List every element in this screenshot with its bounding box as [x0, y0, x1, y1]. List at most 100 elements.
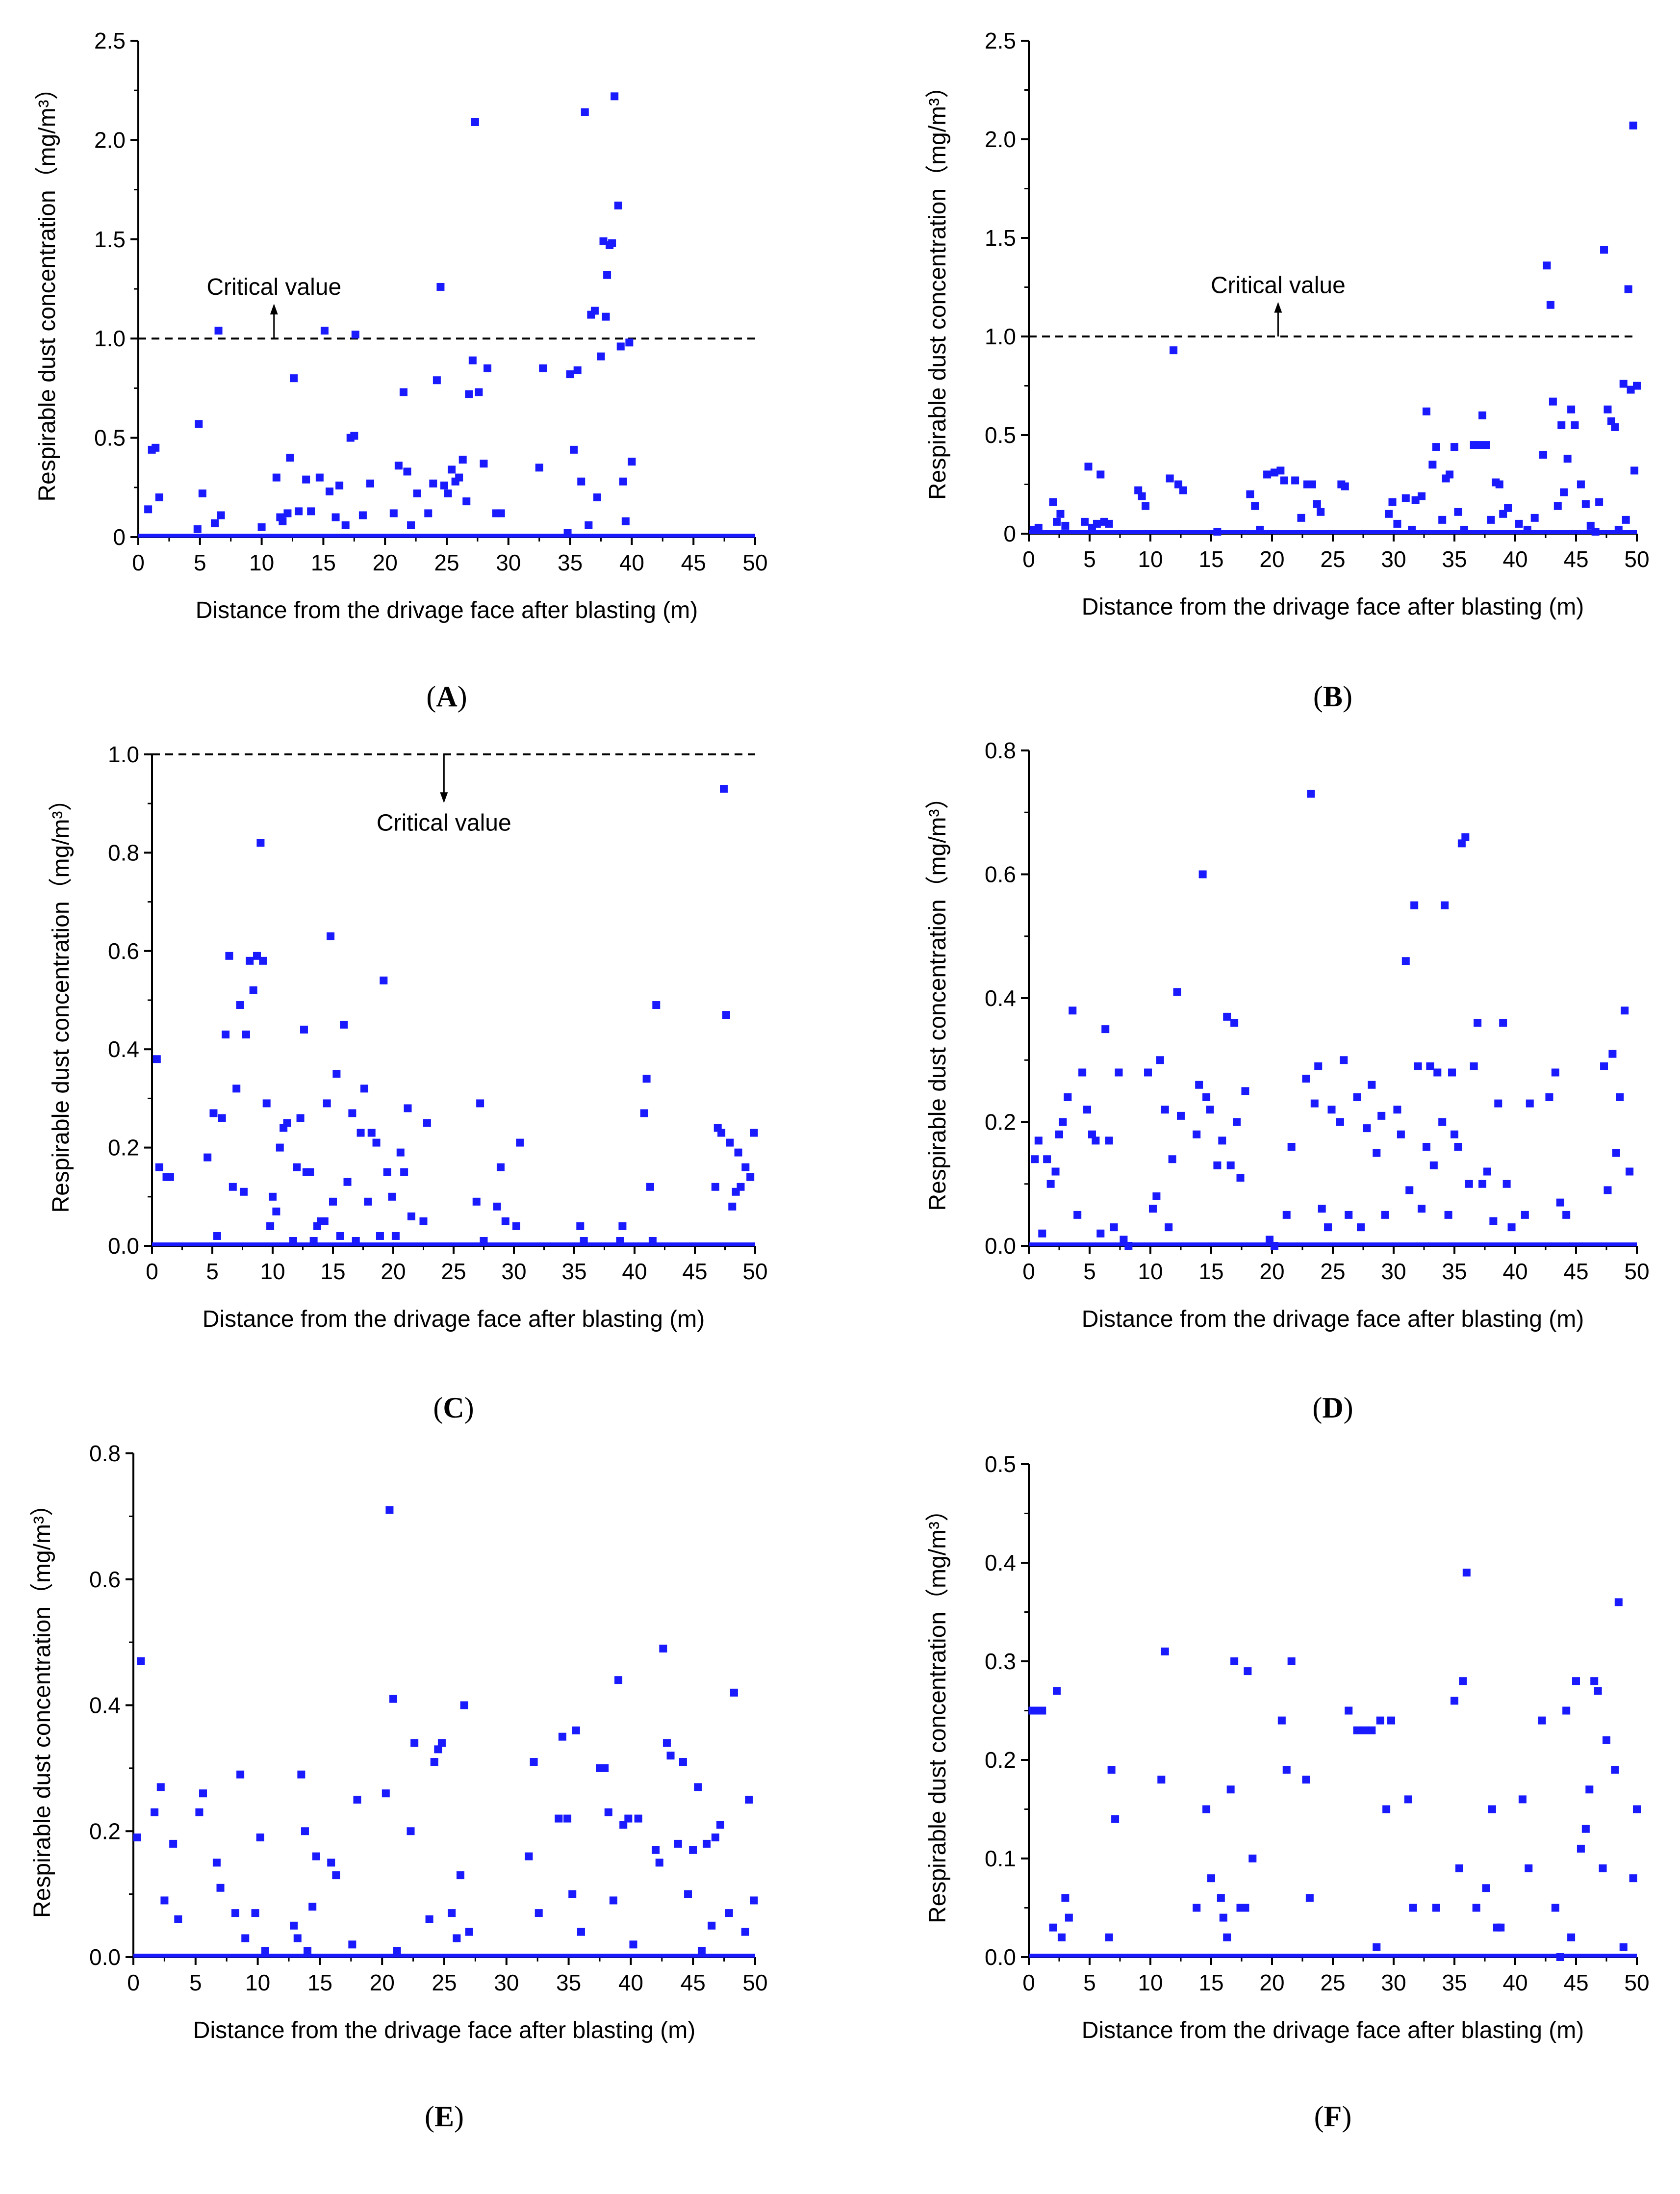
data-point	[1633, 382, 1641, 390]
data-point	[655, 1858, 663, 1867]
data-point	[1034, 523, 1043, 532]
data-point	[1422, 407, 1430, 415]
data-point	[1297, 514, 1305, 522]
data-point	[433, 376, 441, 385]
data-point	[1124, 1242, 1133, 1250]
x-tick-label: 20	[370, 1970, 395, 1995]
data-point	[1373, 1149, 1381, 1157]
x-tick-label: 30	[1381, 546, 1406, 572]
data-point	[1059, 1118, 1067, 1126]
data-point	[468, 356, 477, 364]
critical-value-label: Critical value	[206, 274, 341, 300]
x-tick-label: 5	[1083, 1259, 1096, 1284]
data-point	[1448, 1068, 1456, 1077]
data-point	[475, 388, 483, 396]
data-point	[1595, 498, 1604, 506]
data-point	[1092, 1136, 1100, 1145]
data-point	[593, 493, 601, 502]
data-point	[1282, 1766, 1291, 1774]
data-point	[1056, 510, 1065, 518]
data-point	[410, 1739, 419, 1747]
y-tick-label: 0.2	[985, 1747, 1016, 1773]
data-point	[462, 497, 471, 506]
data-point	[1557, 421, 1566, 429]
data-point	[662, 1739, 671, 1747]
data-point	[465, 390, 473, 398]
data-point	[1446, 470, 1454, 479]
data-point	[241, 1934, 250, 1942]
x-tick-label: 0	[127, 1970, 140, 1995]
data-point	[1612, 1149, 1620, 1157]
data-point	[634, 1814, 642, 1823]
data-point	[151, 1808, 159, 1816]
data-point	[1405, 1186, 1414, 1194]
data-point	[246, 956, 254, 965]
data-point	[1266, 1236, 1274, 1244]
data-point	[1177, 1111, 1185, 1120]
data-point	[497, 509, 505, 517]
data-point	[304, 1947, 312, 1955]
data-point	[558, 1732, 566, 1741]
data-point	[364, 1197, 372, 1206]
data-point	[169, 1839, 178, 1848]
y-tick-label: 0.3	[985, 1649, 1016, 1674]
x-tick-label: 15	[1198, 1259, 1223, 1284]
x-tick-label: 0	[1022, 546, 1035, 572]
data-point	[242, 1031, 250, 1039]
data-point	[429, 479, 437, 488]
data-point	[555, 1814, 563, 1823]
y-tick-label: 0.4	[89, 1693, 121, 1718]
panel-label-d: (D)	[1312, 1392, 1353, 1424]
data-point	[193, 525, 202, 533]
x-tick-label: 10	[260, 1259, 285, 1284]
data-point	[1202, 1805, 1211, 1813]
data-point	[625, 338, 634, 347]
data-point	[646, 1183, 654, 1191]
data-point	[323, 1099, 331, 1108]
data-point	[1324, 1223, 1332, 1232]
x-axis-label: Distance from the drivage face after bla…	[193, 2017, 695, 2043]
data-point	[1404, 1795, 1412, 1804]
data-point	[1236, 1174, 1245, 1182]
data-point	[413, 489, 421, 497]
data-point	[1049, 498, 1057, 506]
data-point	[306, 1168, 314, 1176]
data-point	[213, 1232, 221, 1240]
data-point	[1276, 466, 1285, 475]
critical-arrow-head	[270, 304, 278, 315]
x-tick-label: 15	[307, 1970, 332, 1995]
data-point	[351, 331, 359, 339]
data-point	[1223, 1012, 1231, 1021]
data-point	[1226, 1785, 1235, 1794]
data-point	[1572, 1677, 1580, 1685]
x-tick-label: 35	[1442, 1970, 1467, 1995]
data-point	[1604, 405, 1612, 413]
data-point	[251, 1909, 259, 1917]
x-tick-label: 0	[1022, 1970, 1035, 1995]
data-point	[652, 1846, 660, 1854]
data-point	[1600, 246, 1608, 254]
data-point	[1055, 1130, 1063, 1138]
data-point	[1277, 1716, 1286, 1725]
data-point	[1611, 423, 1619, 431]
data-point	[1551, 1904, 1559, 1912]
data-point	[577, 477, 585, 486]
data-point	[616, 1237, 624, 1245]
data-point	[1170, 346, 1178, 355]
y-tick-label: 0.4	[985, 985, 1016, 1011]
data-point	[1459, 1677, 1467, 1685]
data-point	[1581, 1825, 1590, 1833]
data-point	[1081, 517, 1089, 526]
zero-value-points	[138, 534, 755, 538]
x-tick-label: 20	[1259, 1970, 1284, 1995]
data-point	[1614, 1598, 1623, 1606]
data-point	[1553, 502, 1562, 510]
data-point	[1627, 386, 1635, 394]
y-axis-label: Respirable dust concentration（mg/m³）	[48, 787, 74, 1213]
data-point	[1069, 1007, 1077, 1015]
data-point	[239, 1187, 248, 1196]
data-point	[1462, 1569, 1471, 1577]
data-point	[389, 509, 398, 517]
data-point	[388, 1192, 396, 1201]
x-tick-label: 20	[373, 550, 398, 575]
